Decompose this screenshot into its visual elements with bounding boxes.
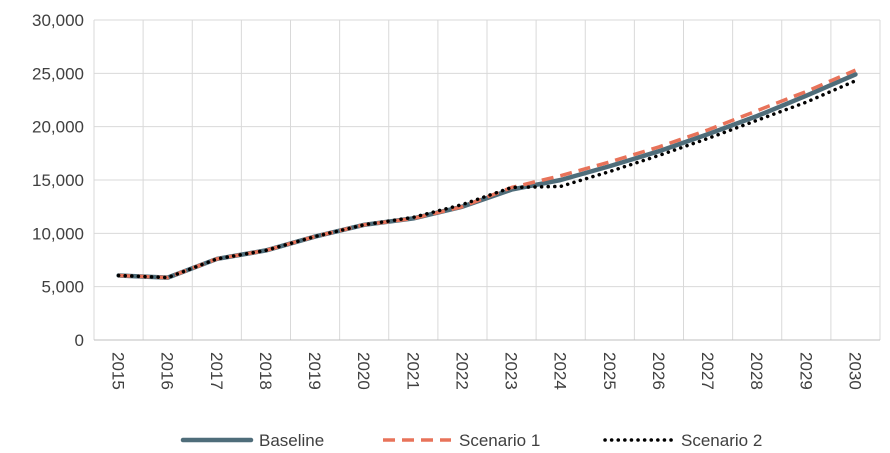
- y-tick-label: 0: [75, 331, 84, 350]
- grid: [93, 19, 881, 341]
- y-tick-label: 15,000: [32, 171, 84, 190]
- x-tick-label: 2028: [747, 352, 766, 390]
- legend: Baseline Scenario 1 Scenario 2: [180, 431, 762, 450]
- x-tick-label: 2017: [207, 352, 226, 390]
- x-tick-label: 2030: [845, 352, 864, 390]
- x-tick-label: 2022: [452, 352, 471, 390]
- y-tick-label: 25,000: [32, 64, 84, 83]
- x-tick-label: 2026: [649, 352, 668, 390]
- x-tick-label: 2018: [256, 352, 275, 390]
- x-tick-label: 2025: [600, 352, 619, 390]
- x-tick-label: 2023: [502, 352, 521, 390]
- legend-label: Scenario 2: [681, 431, 762, 450]
- x-tick-label: 2016: [158, 352, 177, 390]
- series-line-scenario-2: [116, 79, 858, 280]
- x-tick-label: 2029: [796, 352, 815, 390]
- legend-item: Scenario 2: [603, 431, 762, 450]
- x-tick-label: 2027: [698, 352, 717, 390]
- y-tick-label: 10,000: [32, 224, 84, 243]
- series-lines: [116, 68, 858, 280]
- x-tick-label: 2020: [354, 352, 373, 390]
- y-tick-label: 20,000: [32, 118, 84, 137]
- legend-item: Baseline: [180, 431, 324, 450]
- legend-label: Baseline: [259, 431, 324, 450]
- x-tick-label: 2019: [305, 352, 324, 390]
- y-axis: 0 5,000 10,000 15,000 20,000 25,000 30,000: [32, 11, 84, 350]
- y-tick-label: 30,000: [32, 11, 84, 30]
- x-tick-label: 2024: [551, 352, 570, 390]
- x-tick-label: 2015: [109, 352, 128, 390]
- legend-label: Scenario 1: [459, 431, 540, 450]
- y-tick-label: 5,000: [41, 278, 84, 297]
- x-tick-label: 2021: [403, 352, 422, 390]
- x-axis: 2015 2016 2017 2018 2019 2020 2021 2022 2023 2024…: [94, 339, 880, 390]
- legend-item: Scenario 1: [383, 431, 540, 450]
- series-line-scenario-1: [118, 68, 857, 280]
